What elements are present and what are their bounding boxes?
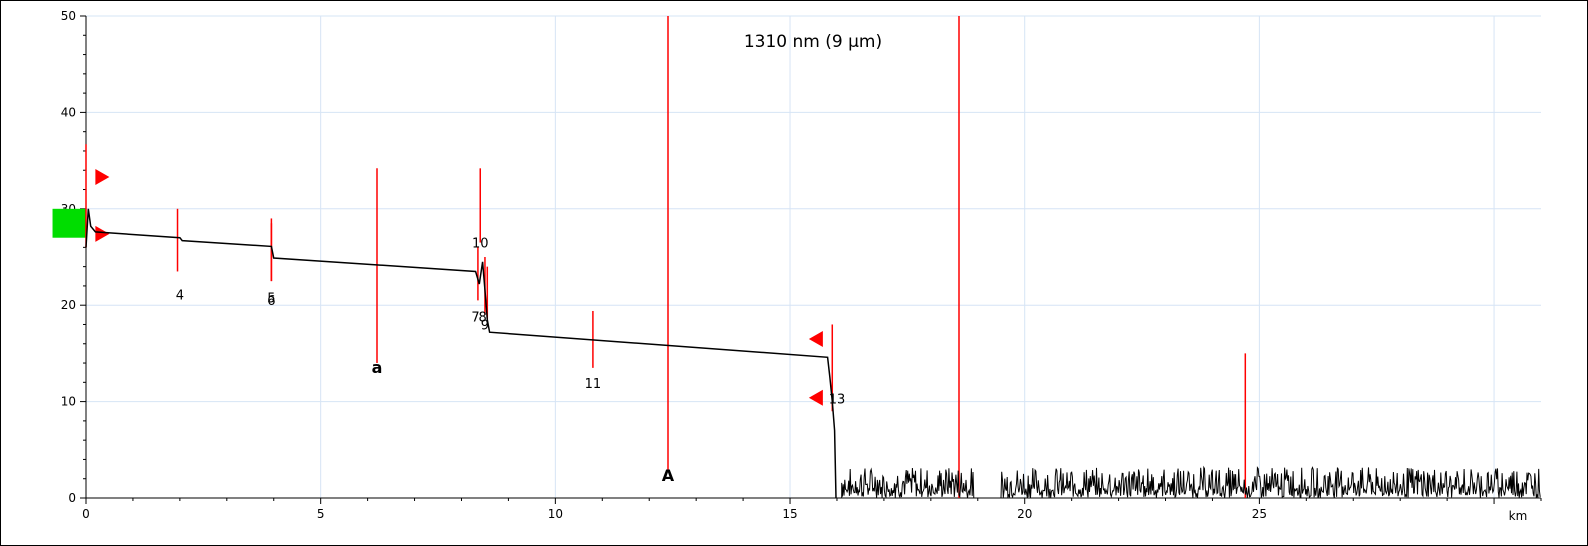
axis-layer: 010203040500510152025 [61, 9, 1542, 521]
y-tick-label: 20 [61, 298, 76, 312]
y-tick-label: 40 [61, 105, 76, 119]
trace-layer [85, 208, 1541, 499]
launch-zone [52, 208, 86, 238]
cursor-label: A [662, 466, 675, 485]
arrow-left-icon [808, 389, 823, 406]
cursor-label: a [372, 358, 383, 377]
arrow-right-icon [95, 168, 110, 185]
event-label: 4 [176, 288, 184, 303]
noise-floor-trace [836, 465, 1541, 499]
event-label: 5 [267, 291, 275, 306]
x-tick-label: 10 [548, 507, 563, 521]
event-label: 13 [829, 393, 846, 408]
x-tick-label: 0 [82, 507, 90, 521]
arrow-left-icon [808, 330, 823, 347]
event-label: 9 [481, 318, 489, 333]
x-tick-label: 25 [1252, 507, 1267, 521]
event-label: 6 [267, 294, 275, 309]
otdr-trace [85, 208, 837, 499]
chart-title: 1310 nm (9 µm) [744, 32, 882, 52]
label-layer: a A 4 56 789 10 11 13 [176, 236, 846, 485]
y-tick-label: 50 [61, 9, 76, 23]
launch-zone-layer [52, 208, 86, 238]
marker-layer [85, 16, 1247, 498]
x-tick-label: 20 [1017, 507, 1032, 521]
y-tick-label: 0 [68, 491, 76, 505]
event-label: 8 [478, 311, 486, 326]
x-axis-unit-label: km [1509, 509, 1528, 523]
x-tick-label: 15 [782, 507, 797, 521]
x-tick-label: 5 [317, 507, 325, 521]
arrow-right-icon [95, 225, 110, 242]
grid-layer [86, 15, 1541, 498]
event-label: 10 [472, 236, 489, 251]
y-tick-label: 10 [61, 395, 76, 409]
event-label: 7 [471, 311, 479, 326]
event-label: 11 [585, 377, 602, 392]
